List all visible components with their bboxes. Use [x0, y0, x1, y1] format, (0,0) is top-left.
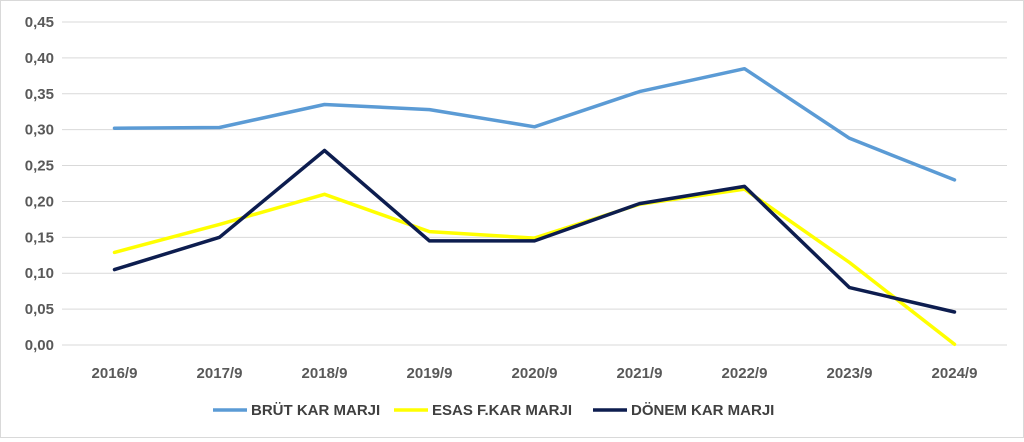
x-tick-label: 2019/9	[407, 365, 453, 382]
grid-lines	[62, 21, 1007, 346]
y-tick-label: 0,10	[25, 265, 54, 282]
y-tick-label: 0,20	[25, 193, 54, 210]
legend-label: ESAS F.KAR MARJI	[432, 402, 572, 419]
series-line	[112, 148, 957, 314]
y-tick-label: 0,40	[25, 50, 54, 67]
y-tick-label: 0,15	[25, 229, 54, 246]
y-tick-label: 0,05	[25, 301, 54, 318]
legend-label: DÖNEM KAR MARJI	[631, 402, 774, 419]
x-tick-label: 2018/9	[302, 365, 348, 382]
x-tick-label: 2016/9	[92, 365, 138, 382]
y-axis-ticks: 0,00 0,05 0,10 0,15 0,20 0,25 0,30 0,35 0,40 0,45	[25, 14, 54, 354]
y-tick-label: 0,25	[25, 158, 54, 175]
y-tick-label: 0,00	[25, 337, 54, 354]
y-tick-label: 0,30	[25, 122, 54, 139]
x-tick-label: 2022/9	[722, 365, 768, 382]
x-tick-label: 2024/9	[932, 365, 978, 382]
x-tick-label: 2021/9	[617, 365, 663, 382]
series-line	[112, 187, 957, 347]
x-tick-label: 2020/9	[512, 365, 558, 382]
series-line	[112, 66, 957, 182]
x-tick-label: 2023/9	[827, 365, 873, 382]
y-tick-label: 0,45	[25, 14, 54, 31]
legend: BRÜT KAR MARJI ESAS F.KAR MARJI DÖNEM KAR …	[213, 402, 774, 419]
x-axis-ticks: 2016/9 2017/9 2018/9 2019/9 2020/9 2021/9 2022…	[92, 365, 978, 382]
x-tick-label: 2017/9	[197, 365, 243, 382]
series-lines	[112, 66, 957, 347]
y-tick-label: 0,35	[25, 86, 54, 103]
legend-label: BRÜT KAR MARJI	[251, 402, 380, 419]
